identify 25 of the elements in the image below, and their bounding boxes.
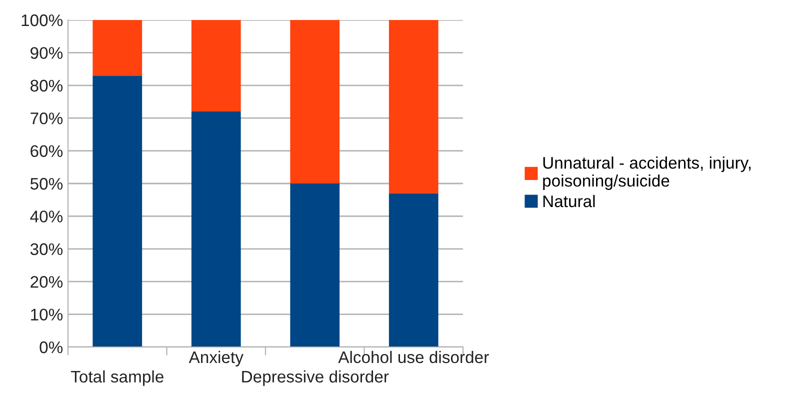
legend-label: Natural bbox=[543, 194, 595, 208]
x-tick-label: Total sample bbox=[70, 370, 164, 386]
y-tick-label: 80% bbox=[30, 80, 63, 92]
bar bbox=[191, 20, 241, 112]
bar bbox=[388, 20, 438, 194]
y-tick-label: 40% bbox=[30, 210, 63, 222]
y-tick-label: 70% bbox=[30, 112, 63, 124]
y-tick-label: 0% bbox=[40, 341, 63, 354]
bar bbox=[290, 20, 340, 184]
x-tick-label: Alcohol use disorder bbox=[338, 350, 489, 364]
y-tick-label: 100% bbox=[22, 14, 63, 26]
y-tick-label: 60% bbox=[30, 145, 63, 158]
bar bbox=[388, 193, 438, 347]
y-tick-label: 50% bbox=[30, 178, 63, 190]
bar bbox=[191, 112, 241, 347]
legend-label: Unnatural - accidents, injury, poisoning/suicide bbox=[543, 156, 751, 190]
bar bbox=[92, 76, 142, 347]
bar bbox=[290, 184, 340, 347]
bar bbox=[92, 20, 142, 76]
x-tick-label: Anxiety bbox=[188, 350, 244, 366]
y-tick-label: 20% bbox=[30, 276, 63, 288]
y-tick-label: 90% bbox=[30, 47, 63, 59]
y-tick-label: 10% bbox=[31, 308, 63, 321]
y-tick-label: 30% bbox=[30, 243, 63, 256]
x-tick-label: Depressive disorder bbox=[242, 370, 389, 386]
